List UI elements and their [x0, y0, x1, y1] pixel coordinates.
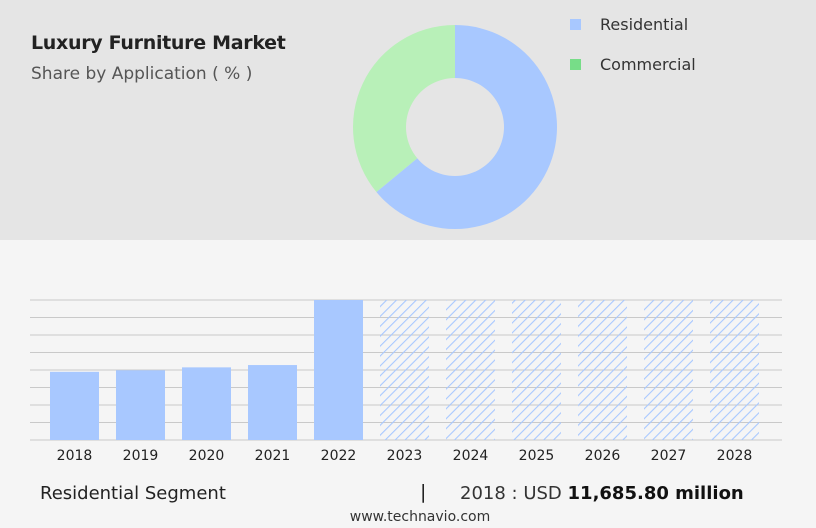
x-tick-label: 2025 [519, 448, 555, 464]
forecast-bar-2028 [710, 300, 759, 440]
segment-label: Residential Segment [40, 483, 226, 504]
forecast-bar-2027 [644, 300, 693, 440]
legend-label-residential: Residential [600, 14, 689, 34]
chart-title: Luxury Furniture Market [31, 32, 286, 54]
donut-chart [353, 25, 557, 230]
x-tick-label: 2020 [189, 448, 225, 464]
forecast-bar-2026 [578, 300, 627, 440]
x-tick-label: 2021 [255, 448, 291, 464]
legend-item-commercial: Commercial [570, 54, 696, 74]
legend-item-residential: Residential [570, 14, 688, 34]
x-tick-label: 2028 [717, 448, 753, 464]
bar-2022 [314, 300, 363, 440]
segment-value: 2018 : USD 11,685.80 million [460, 483, 744, 504]
x-tick-label: 2027 [651, 448, 687, 464]
x-tick-label: 2026 [585, 448, 621, 464]
donut-slice-commercial [353, 25, 455, 193]
bar-2021 [248, 365, 297, 440]
legend-swatch-residential [570, 18, 581, 30]
x-tick-label: 2019 [123, 448, 159, 464]
forecast-bar-2023 [380, 300, 429, 440]
bar-2018 [50, 371, 99, 440]
chart-subtitle: Share by Application ( % ) [31, 64, 253, 84]
legend-label-commercial: Commercial [600, 54, 696, 74]
forecast-bar-2024 [446, 300, 495, 440]
x-tick-label: 2024 [453, 448, 489, 464]
bar-2020 [182, 367, 231, 440]
bar-2019 [116, 370, 165, 440]
x-tick-label: 2018 [57, 448, 93, 464]
donut-slice-residential [376, 25, 557, 230]
x-tick-label: 2022 [321, 448, 357, 464]
legend-swatch-commercial [570, 58, 581, 70]
segment-year-prefix: 2018 : USD [460, 483, 562, 504]
segment-value-amount: 11,685.80 million [567, 483, 744, 504]
x-tick-label: 2023 [387, 448, 423, 464]
forecast-bar-2025 [512, 300, 561, 440]
footer-separator: | [420, 481, 427, 503]
source-link[interactable]: www.technavio.com [349, 509, 491, 525]
bar-chart: 2018 2019 2020 2021 2022 2023 2024 2025 2026 2027… [30, 299, 782, 464]
